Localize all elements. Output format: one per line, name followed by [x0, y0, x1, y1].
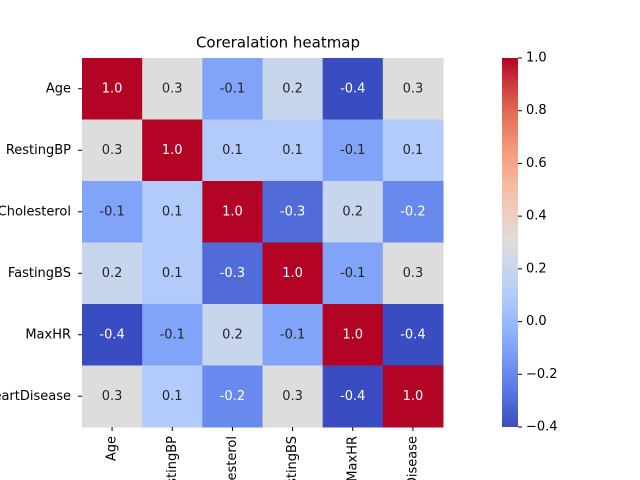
cell-label: -0.4	[400, 327, 425, 342]
heatmap-cell	[382, 181, 444, 243]
cell-label: 0.1	[162, 389, 183, 404]
heatmap-cell	[322, 119, 384, 182]
colorbar-tick-label: 0.0	[526, 314, 547, 329]
x-tick-label: MaxHR	[345, 436, 360, 480]
cell-label: 0.1	[282, 143, 303, 158]
heatmap-cell	[142, 119, 203, 182]
cell-label: 0.2	[222, 327, 243, 342]
heatmap-cell	[322, 181, 384, 243]
y-tick-label: HeartDisease	[0, 389, 71, 404]
cell-label: 1.0	[403, 389, 424, 404]
cell-label: 1.0	[102, 81, 123, 96]
cell-label: 1.0	[222, 204, 243, 219]
cell-label: -0.4	[340, 81, 365, 96]
cell-label: -0.3	[220, 266, 245, 281]
x-tick-label: HeartDisease	[405, 436, 420, 480]
cell-label: -0.2	[220, 389, 245, 404]
cell-label: 0.2	[342, 204, 363, 219]
heatmap-cell	[82, 365, 143, 428]
heatmap-cell	[82, 119, 143, 182]
cell-label: -0.1	[220, 81, 245, 96]
cell-label: 0.3	[102, 389, 123, 404]
heatmap-cell	[142, 365, 203, 428]
cell-label: 0.3	[403, 266, 424, 281]
heatmap-cell	[202, 181, 263, 243]
heatmap-cell	[262, 304, 324, 366]
x-tick-label: Cholesterol	[225, 436, 240, 480]
heatmap-cell	[382, 242, 444, 305]
cell-label: 0.3	[282, 389, 303, 404]
cell-label: 0.1	[162, 204, 183, 219]
heatmap-cell	[322, 242, 384, 305]
y-tick-label: Age	[46, 81, 71, 96]
heatmap-cell	[382, 304, 444, 366]
y-tick-label: MaxHR	[25, 327, 71, 342]
colorbar-tick-label: 1.0	[526, 51, 547, 66]
heatmap-cell	[82, 304, 143, 366]
x-tick-label: Age	[105, 436, 120, 461]
heatmap-cell	[262, 58, 324, 120]
cell-label: -0.1	[340, 266, 365, 281]
cell-label: 0.3	[102, 143, 123, 158]
cell-label: 0.1	[162, 266, 183, 281]
heatmap-cell	[322, 58, 384, 120]
heatmap-cell	[202, 119, 263, 182]
cell-label: -0.1	[280, 327, 305, 342]
heatmap-cell	[262, 119, 324, 182]
colorbar-tick-label: −0.2	[526, 367, 558, 382]
cell-label: 0.2	[102, 266, 123, 281]
heatmap-cell	[262, 181, 324, 243]
colorbar-tick-label: 0.6	[526, 156, 547, 171]
cell-label: -0.1	[99, 204, 124, 219]
colorbar-tick-label: 0.8	[526, 103, 547, 118]
y-tick-label: FastingBS	[8, 266, 71, 281]
cell-label: -0.3	[280, 204, 305, 219]
heatmap-cell	[142, 242, 203, 305]
cell-label: -0.2	[400, 204, 425, 219]
heatmap-cell	[202, 365, 263, 428]
cell-label: 1.0	[162, 143, 183, 158]
y-tick-label: Cholesterol	[0, 204, 71, 219]
heatmap-cell	[142, 58, 203, 120]
cell-label: -0.4	[99, 327, 124, 342]
colorbar	[502, 58, 518, 427]
heatmap-cell	[382, 365, 444, 428]
colorbar-tick-label: 0.4	[526, 209, 547, 224]
y-tick-label: RestingBP	[6, 143, 71, 158]
heatmap-cell	[262, 365, 324, 428]
cell-label: 0.2	[282, 81, 303, 96]
heatmap-cell	[142, 304, 203, 366]
cell-label: -0.4	[340, 389, 365, 404]
heatmap-cell	[202, 242, 263, 305]
heatmap-cell	[202, 58, 263, 120]
colorbar-tick-label: 0.2	[526, 261, 547, 276]
heatmap-cell	[82, 58, 143, 120]
cell-label: 0.3	[162, 81, 183, 96]
heatmap-cell	[82, 242, 143, 305]
x-tick-label: FastingBS	[285, 436, 300, 480]
heatmap-cell	[322, 365, 384, 428]
cell-label: 0.1	[222, 143, 243, 158]
heatmap-cell	[382, 119, 444, 182]
cell-label: -0.1	[160, 327, 185, 342]
cell-label: 0.1	[403, 143, 424, 158]
chart-title: Coreralation heatmap	[196, 34, 360, 52]
x-tick-label: RestingBP	[165, 436, 180, 480]
heatmap-cell	[322, 304, 384, 366]
heatmap-cell	[82, 181, 143, 243]
colorbar-tick-label: −0.4	[526, 420, 558, 435]
cell-label: 0.3	[403, 81, 424, 96]
cell-label: 1.0	[282, 266, 303, 281]
heatmap-cell	[202, 304, 263, 366]
cell-label: 1.0	[342, 327, 363, 342]
heatmap-cell	[142, 181, 203, 243]
cell-label: -0.1	[340, 143, 365, 158]
heatmap-cell	[382, 58, 444, 120]
heatmap-cell	[262, 242, 324, 305]
